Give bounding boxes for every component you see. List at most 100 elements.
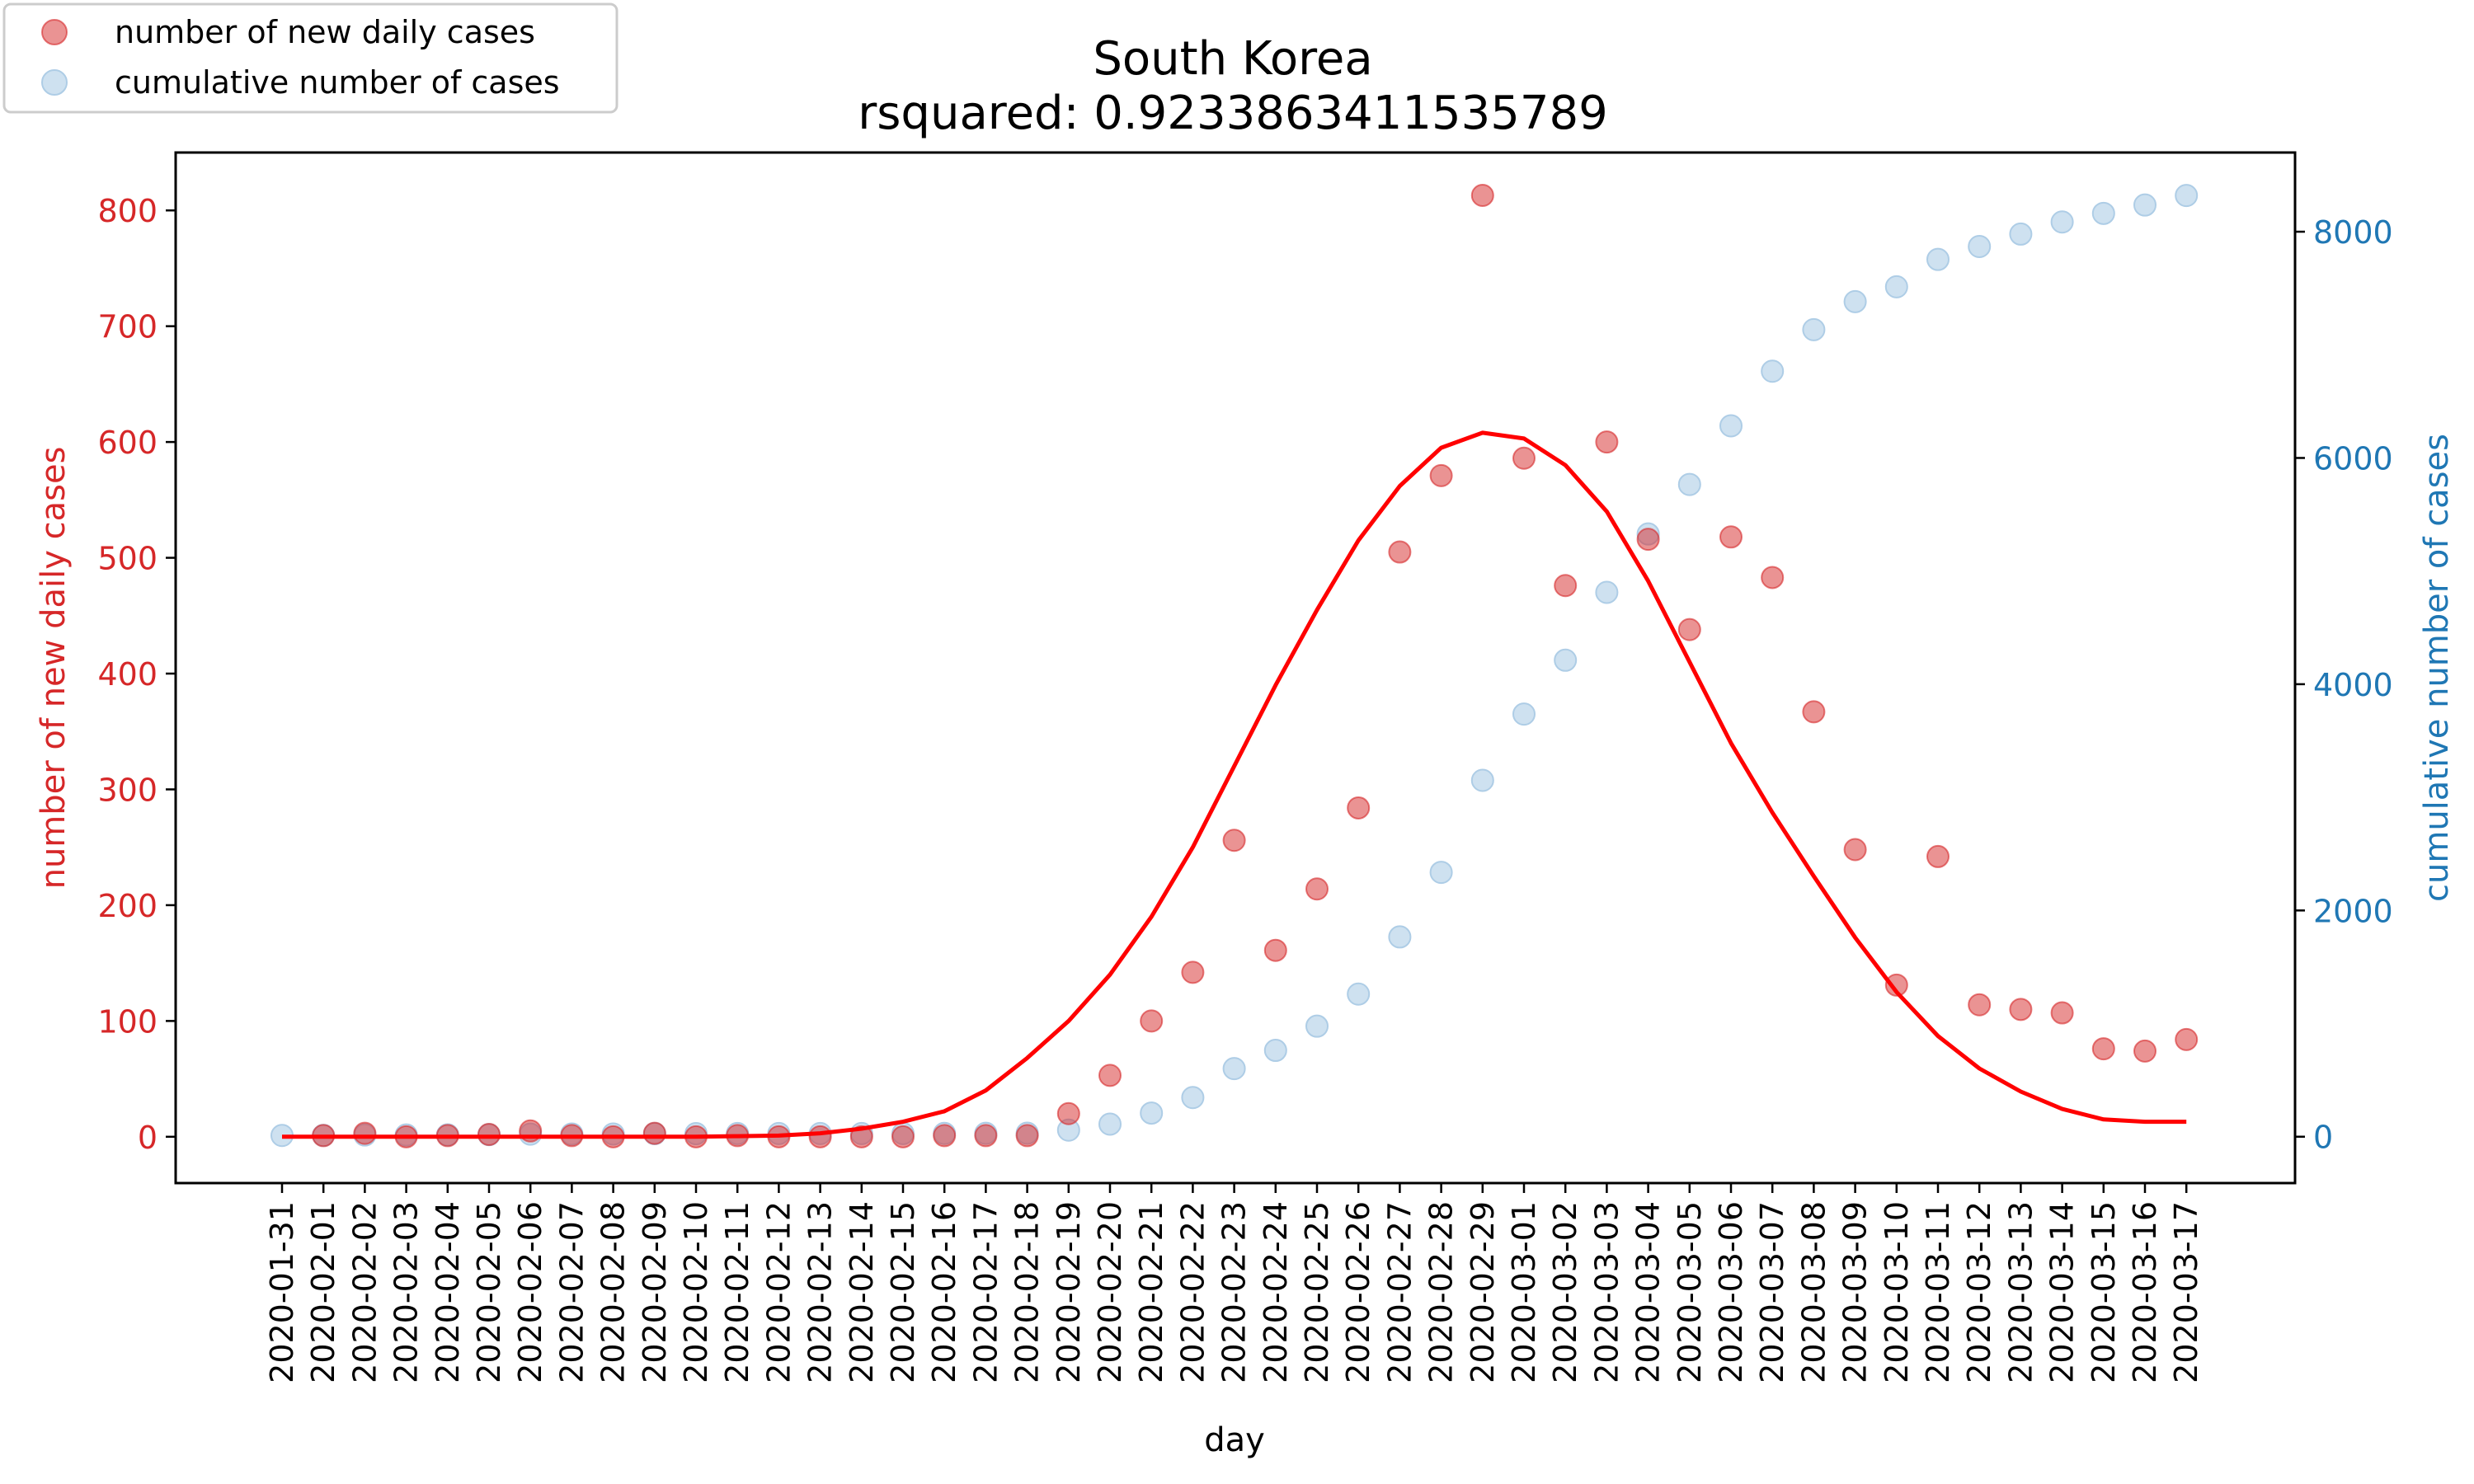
x-tick-label: 2020-03-17 xyxy=(2168,1201,2204,1383)
y-left-tick-label: 500 xyxy=(97,541,158,577)
x-tick-label: 2020-02-08 xyxy=(595,1201,632,1383)
cumulative-point xyxy=(2050,210,2074,234)
cumulative-point xyxy=(1181,1086,1205,1110)
x-axis: 2020-01-31 2020-02-01 2020-02-02 2020-02-03… xyxy=(264,1183,2204,1383)
x-tick-label: 2020-02-09 xyxy=(637,1201,673,1383)
x-tick-label: 2020-02-18 xyxy=(1009,1201,1046,1383)
x-tick-label: 2020-02-01 xyxy=(305,1201,341,1383)
x-tick-label: 2020-02-15 xyxy=(885,1201,921,1383)
daily-point xyxy=(1926,844,1950,868)
y-right-tick-label: 2000 xyxy=(2313,893,2393,929)
daily-point xyxy=(1222,829,1246,852)
y-right-tick-label: 6000 xyxy=(2313,440,2393,477)
daily-point xyxy=(974,1124,998,1148)
y-axis-right-label: cumulative number of cases xyxy=(2418,434,2456,902)
y-left-tick-label: 100 xyxy=(97,1003,158,1040)
cumulative-point xyxy=(1388,925,1412,949)
y-right-tick-label: 0 xyxy=(2313,1120,2333,1156)
legend-box xyxy=(2,2,618,114)
x-tick-label: 2020-02-13 xyxy=(802,1201,839,1383)
daily-point xyxy=(1305,877,1329,901)
y-left-tick-label: 800 xyxy=(97,193,158,229)
x-tick-label: 2020-02-17 xyxy=(967,1201,1004,1383)
cumulative-point xyxy=(1843,289,1867,313)
y-left-tick-label: 400 xyxy=(97,656,158,693)
daily-point xyxy=(1263,938,1287,962)
daily-point xyxy=(808,1125,832,1148)
plot-marks xyxy=(270,183,2199,1148)
x-tick-label: 2020-02-21 xyxy=(1133,1201,1169,1383)
x-tick-label: 2020-02-28 xyxy=(1423,1201,1460,1383)
x-tick-label: 2020-03-01 xyxy=(1506,1201,1542,1383)
daily-point xyxy=(1512,446,1536,470)
daily-point xyxy=(2133,1039,2157,1063)
x-tick-label: 2020-02-29 xyxy=(1465,1201,1501,1383)
daily-point xyxy=(1677,618,1701,641)
cumulative-point xyxy=(1677,472,1701,496)
x-tick-label: 2020-02-26 xyxy=(1340,1201,1376,1383)
x-tick-label: 2020-03-04 xyxy=(1630,1201,1667,1383)
x-tick-label: 2020-02-05 xyxy=(471,1201,507,1383)
x-tick-label: 2020-02-12 xyxy=(760,1201,797,1383)
x-tick-label: 2020-02-27 xyxy=(1381,1201,1418,1383)
daily-point xyxy=(849,1125,873,1148)
cumulative-point xyxy=(1802,317,1826,341)
cumulative-point xyxy=(1098,1112,1122,1136)
daily-point xyxy=(1802,700,1826,724)
x-tick-label: 2020-03-13 xyxy=(2002,1201,2039,1383)
x-tick-label: 2020-03-12 xyxy=(1961,1201,1997,1383)
cumulative-point xyxy=(1884,275,1908,298)
y-left-tick-label: 700 xyxy=(97,309,158,345)
cumulative-point xyxy=(1595,580,1619,604)
y-left-tick-label: 300 xyxy=(97,772,158,808)
cumulative-point xyxy=(2009,222,2033,246)
legend-label-daily: number of new daily cases xyxy=(115,14,535,50)
daily-point xyxy=(1595,430,1619,454)
daily-point xyxy=(1761,566,1785,589)
y-axis-left: 0 100 200 300 400 500 600 700 800 xyxy=(97,193,176,1156)
daily-point xyxy=(1843,838,1867,862)
daily-point xyxy=(1347,796,1371,819)
cumulative-point xyxy=(1140,1101,1164,1125)
y-axis-left-label: number of new daily cases xyxy=(35,447,73,890)
y-right-tick-label: 4000 xyxy=(2313,667,2393,703)
x-tick-label: 2020-02-23 xyxy=(1216,1201,1253,1383)
daily-point xyxy=(2009,998,2033,1021)
x-axis-label: day xyxy=(1204,1421,1265,1459)
x-tick-label: 2020-02-19 xyxy=(1051,1201,1087,1383)
daily-point xyxy=(2050,1001,2074,1025)
cumulative-point xyxy=(1305,1014,1329,1038)
y-axis-right: 0 2000 4000 6000 8000 xyxy=(2295,214,2393,1156)
chart-title: South Korea xyxy=(1093,32,1372,86)
x-tick-label: 2020-03-16 xyxy=(2127,1201,2163,1383)
x-tick-label: 2020-03-07 xyxy=(1754,1201,1790,1383)
x-tick-label: 2020-02-20 xyxy=(1092,1201,1128,1383)
x-tick-label: 2020-03-10 xyxy=(1879,1201,1915,1383)
y-left-tick-label: 600 xyxy=(97,425,158,461)
cumulative-point xyxy=(1263,1039,1287,1063)
legend-marker-daily xyxy=(41,19,68,45)
x-tick-label: 2020-02-16 xyxy=(926,1201,962,1383)
daily-point xyxy=(1015,1124,1039,1148)
daily-point xyxy=(1098,1064,1122,1087)
cumulative-point xyxy=(2091,201,2115,225)
legend-marker-cumulative xyxy=(41,69,68,96)
cumulative-point xyxy=(1512,702,1536,726)
x-tick-label: 2020-01-31 xyxy=(264,1201,300,1383)
cumulative-point xyxy=(1429,861,1453,885)
x-tick-label: 2020-02-06 xyxy=(512,1201,548,1383)
cumulative-point xyxy=(1470,768,1494,792)
x-tick-label: 2020-02-07 xyxy=(553,1201,590,1383)
legend-label-cumulative: cumulative number of cases xyxy=(115,64,560,101)
x-tick-label: 2020-03-06 xyxy=(1713,1201,1749,1383)
daily-point xyxy=(642,1121,666,1145)
daily-point xyxy=(1884,973,1908,997)
x-tick-label: 2020-02-10 xyxy=(678,1201,714,1383)
daily-point xyxy=(477,1123,501,1147)
cumulative-point xyxy=(1926,247,1950,271)
daily-point xyxy=(2175,1027,2199,1051)
daily-point xyxy=(1056,1101,1080,1125)
x-tick-label: 2020-02-24 xyxy=(1258,1201,1294,1383)
x-tick-label: 2020-03-08 xyxy=(1795,1201,1832,1383)
daily-point xyxy=(891,1125,915,1148)
